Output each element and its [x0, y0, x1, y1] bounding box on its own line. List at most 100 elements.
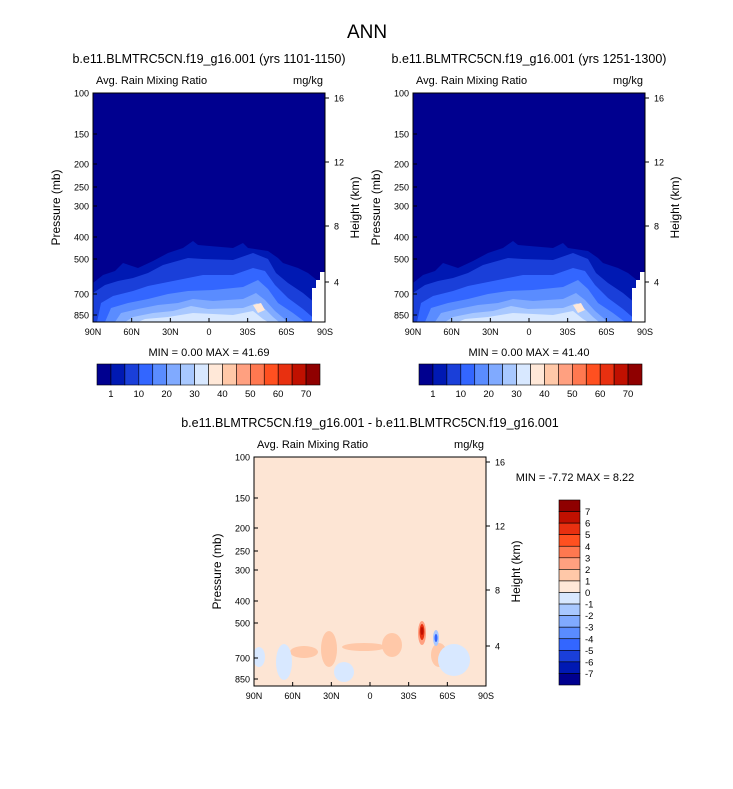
colorbar-swatch: [558, 661, 581, 674]
colorbar-swatch: [291, 363, 307, 386]
latitude-tick-label: 0: [367, 691, 372, 701]
variable-label: Avg. Rain Mixing Ratio: [96, 75, 207, 87]
colorbar-swatch: [250, 363, 265, 386]
pressure-tick-label: 850: [74, 311, 89, 321]
pressure-tick-label: 850: [394, 311, 409, 321]
pressure-tick-label: 300: [394, 202, 409, 212]
panel-title: b.e11.BLMTRC5CN.f19_g16.001 (yrs 1251-13…: [392, 52, 667, 66]
colorbar-swatch: [418, 363, 434, 386]
height-tick-label: 16: [334, 94, 344, 104]
stats-text: MIN = 0.00 MAX = 41.69: [148, 347, 269, 359]
contour-anomaly-9: [438, 644, 470, 676]
height-tick-label: 8: [334, 222, 339, 232]
colorbar-label: 1: [108, 389, 113, 400]
colorbar-label: 20: [161, 389, 172, 400]
pressure-tick-label: 150: [394, 130, 409, 140]
y2-axis-title: Height (km): [668, 176, 682, 238]
colorbar-label: 2: [585, 565, 590, 576]
contour-anomaly-14: [420, 627, 424, 635]
stats-text: MIN = 0.00 MAX = 41.40: [468, 347, 589, 359]
colorbar-label: 30: [511, 389, 522, 400]
latitude-tick-label: 30S: [401, 691, 417, 701]
y2-axis-title: Height (km): [348, 176, 362, 238]
colorbar-swatch: [277, 363, 293, 386]
latitude-tick-label: 90S: [637, 327, 653, 337]
height-tick-label: 12: [495, 522, 505, 532]
latitude-tick-label: 30S: [560, 327, 576, 337]
colorbar-swatch: [222, 363, 237, 386]
colorbar-swatch: [558, 673, 581, 686]
latitude-tick-label: 30N: [482, 327, 499, 337]
colorbar-label: 1: [585, 576, 590, 587]
contour-level-8: [573, 303, 585, 313]
colorbar-swatch: [558, 363, 573, 386]
colorbar-swatch: [558, 638, 581, 651]
y2-axis-title: Height (km): [509, 540, 523, 602]
topography-mask: [632, 272, 645, 322]
contour-anomaly-3: [342, 643, 386, 651]
colorbar-swatch: [585, 363, 601, 386]
panel-title: b.e11.BLMTRC5CN.f19_g16.001 - b.e11.BLMT…: [181, 416, 559, 430]
colorbar-swatch: [488, 363, 503, 386]
latitude-tick-label: 60S: [598, 327, 614, 337]
colorbar-label: 70: [623, 389, 634, 400]
colorbar-swatch: [558, 615, 581, 628]
colorbar-swatch: [152, 363, 167, 386]
colorbar-swatch: [599, 363, 615, 386]
colorbar-label: 1: [430, 389, 435, 400]
colorbar-label: 50: [567, 389, 578, 400]
pressure-tick-label: 700: [394, 290, 409, 300]
colorbar-swatch: [432, 363, 448, 386]
colorbar-swatch: [558, 534, 581, 547]
colorbar-swatch: [110, 363, 126, 386]
colorbar-label: -6: [585, 657, 593, 668]
pressure-tick-label: 500: [235, 619, 250, 629]
pressure-tick-label: 100: [235, 453, 250, 463]
latitude-tick-label: 90N: [405, 327, 422, 337]
colorbar-swatch: [236, 363, 251, 386]
latitude-tick-label: 0: [206, 327, 211, 337]
colorbar-label: 7: [585, 507, 590, 518]
colorbar-label: 5: [585, 530, 590, 541]
pressure-tick-label: 500: [394, 255, 409, 265]
colorbar-swatch: [446, 363, 462, 386]
colorbar-swatch: [544, 363, 559, 386]
contour-level-8: [253, 303, 265, 313]
colorbar-swatch: [138, 363, 154, 386]
colorbar-label: 10: [456, 389, 467, 400]
colorbar-swatch: [530, 363, 545, 386]
colorbar-swatch: [558, 511, 581, 524]
pressure-tick-label: 200: [235, 524, 250, 534]
colorbar-swatch: [263, 363, 279, 386]
panel-1: b.e11.BLMTRC5CN.f19_g16.001 (yrs 1101-11…: [49, 52, 362, 337]
pressure-tick-label: 700: [74, 290, 89, 300]
height-tick-label: 16: [495, 458, 505, 468]
colorbar-swatch: [558, 569, 581, 582]
pressure-tick-label: 850: [235, 675, 250, 685]
contour-field: [413, 93, 645, 322]
pressure-tick-label: 100: [74, 89, 89, 99]
colorbar-horizontal: 1 10 20 30 40 50 60 70: [96, 363, 321, 400]
latitude-tick-label: 60N: [123, 327, 140, 337]
colorbar-swatch: [208, 363, 223, 386]
pressure-tick-label: 150: [74, 130, 89, 140]
latitude-tick-label: 60S: [439, 691, 455, 701]
latitude-tick-label: 90N: [85, 327, 102, 337]
pressure-tick-label: 250: [74, 183, 89, 193]
contour-anomaly-4: [382, 633, 402, 657]
colorbar-swatch: [474, 363, 489, 386]
pressure-tick-label: 250: [394, 183, 409, 193]
colorbar-label: 4: [585, 542, 590, 553]
latitude-tick-label: 90S: [317, 327, 333, 337]
colorbar-swatch: [558, 580, 581, 593]
topography-mask: [312, 272, 325, 322]
pressure-tick-label: 400: [235, 597, 250, 607]
colorbar-swatch: [558, 650, 581, 663]
height-tick-label: 4: [334, 278, 339, 288]
colorbar-swatch: [460, 363, 476, 386]
colorbar-label: 3: [585, 553, 590, 564]
colorbar-swatch: [166, 363, 181, 386]
colorbar-swatch: [180, 363, 195, 386]
